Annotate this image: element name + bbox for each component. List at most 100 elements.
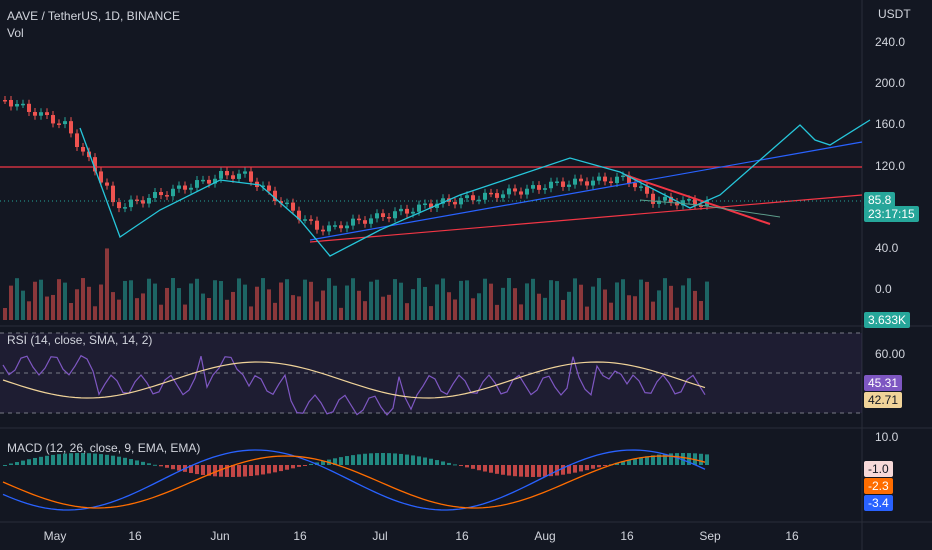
volume-bar [147,278,151,320]
rsi-scale-label: 60.00 [875,347,906,361]
candle-body [357,218,361,221]
macd-signal-line [2,455,706,509]
macd-histogram-bar [291,465,295,469]
candle-body [405,208,409,214]
candle-body [375,213,379,219]
macd-histogram-bar [9,463,13,465]
volume-bar [693,290,697,320]
macd-histogram-bar [189,465,193,474]
candle-body [681,200,685,206]
volume-bar [303,279,307,320]
macd-histogram-bar [585,465,589,471]
volume-bar [537,293,541,320]
volume-bar [153,283,157,320]
candle-body [45,112,49,116]
candle-body [549,181,553,189]
x-axis-label: Jul [372,529,388,543]
macd-histogram-bar [171,465,175,470]
volume-bar [39,279,43,320]
candle-body [603,176,607,182]
volume-bar [507,278,511,320]
macd-histogram-bar [675,453,679,465]
volume-bar [315,301,319,320]
macd-scale-label: 10.0 [875,430,899,444]
volume-bar [387,294,391,320]
candle-body [183,185,187,190]
volume-bar [309,281,313,320]
volume-bar [435,284,439,320]
volume-bar [75,289,79,320]
macd-histogram-bar [561,465,565,475]
macd-histogram-bar [321,460,325,465]
candle-body [369,218,373,224]
macd-histogram-bar [405,454,409,465]
candle-body [213,178,217,184]
x-axis-label: 16 [293,529,307,543]
rsi-legend[interactable]: RSI (14, close, SMA, 14, 2) [7,333,153,347]
volume-bar [135,298,139,320]
volume-bar [459,280,463,320]
volume-bar [543,297,547,320]
x-axis-label: Aug [534,529,556,543]
volume-bar [177,288,181,320]
candle-body [153,192,157,198]
volume-bar [273,302,277,320]
macd-histogram-bar [627,459,631,465]
volume-bar [531,278,535,320]
candle-body [195,180,199,188]
macd-histogram-bar [633,458,637,465]
macd-histogram-bar [669,453,673,465]
volume-bar [111,292,115,320]
candle-body [507,188,511,195]
volume-bar [9,285,13,320]
volume-bar [687,278,691,320]
macd-histogram-bar [195,465,199,475]
macd-histogram-bar [147,463,151,465]
candle-body [387,217,391,219]
candle-body [123,207,127,209]
macd-histogram-bar [339,457,343,465]
volume-bar [69,303,73,320]
volume-bar [513,288,517,320]
volume-bar [483,278,487,320]
macd-histogram-bar [303,465,307,466]
candle-body [465,195,469,199]
macd-legend[interactable]: MACD (12, 26, close, 9, EMA, EMA) [7,441,201,455]
volume-bar [345,285,349,320]
macd-histogram-bar [279,465,283,472]
volume-bar [285,279,289,320]
candle-body [135,199,139,202]
macd-histogram-bar [423,457,427,465]
volume-bar [183,304,187,320]
candle-body [111,185,115,203]
macd-histogram-bar [3,465,7,466]
macd-histogram-bar [489,465,493,473]
volume-bar [657,290,661,320]
macd-histogram-bar [267,465,271,474]
macd-histogram-bar [447,462,451,465]
macd-histogram-bar [63,453,67,465]
volume-bar [207,298,211,320]
macd-histogram-bar [459,465,463,466]
macd-histogram-tag: -1.0 [864,461,893,477]
currency-label[interactable]: USDT [878,7,911,21]
macd-histogram-bar [477,465,481,471]
volume-bar [171,278,175,320]
candle-body [51,115,55,124]
candle-body [495,193,499,198]
candle-body [285,202,289,205]
macd-histogram-bar [579,465,583,472]
macd-histogram-bar [471,465,475,469]
volume-legend[interactable]: Vol [7,26,24,40]
volume-bar [297,296,301,320]
macd-histogram-bar [699,453,703,465]
volume-bar [393,279,397,320]
last-price-tag: 85.8 [864,192,896,208]
candle-body [27,103,31,112]
macd-histogram-bar [201,465,205,475]
symbol-title[interactable]: AAVE / TetherUS, 1D, BINANCE [7,9,180,23]
macd-histogram-bar [513,465,517,477]
candle-body [69,121,73,134]
candle-body [411,211,415,214]
